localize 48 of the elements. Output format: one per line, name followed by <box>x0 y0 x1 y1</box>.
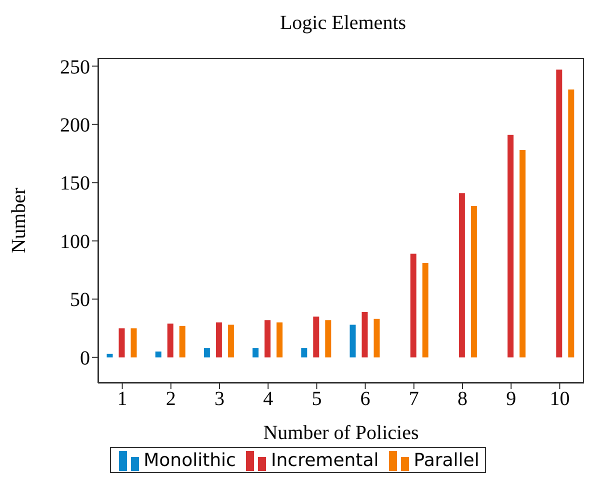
bar <box>216 322 222 358</box>
bar <box>155 352 162 358</box>
y-tick-label: 50 <box>70 289 90 312</box>
y-tick-label: 100 <box>60 230 90 253</box>
x-tick-label: 1 <box>117 388 128 410</box>
bar <box>325 320 332 358</box>
x-tick-label: 5 <box>312 388 322 410</box>
bar <box>556 70 562 358</box>
legend-label: Incremental <box>270 449 379 471</box>
x-tick-label: 4 <box>263 388 274 410</box>
y-tick-label: 150 <box>60 172 90 195</box>
x-tick-label: 3 <box>214 388 224 410</box>
bar <box>276 322 283 358</box>
x-tick-label: 10 <box>550 388 570 410</box>
bar <box>350 324 356 358</box>
bar <box>252 348 259 358</box>
y-axis-title: Number <box>8 187 30 254</box>
legend-label: Parallel <box>412 449 480 471</box>
bar <box>106 354 113 358</box>
bar <box>508 134 514 358</box>
bar <box>362 312 368 358</box>
chart-title: Logic Elements <box>278 11 408 36</box>
bar <box>179 326 186 358</box>
bar <box>313 316 320 358</box>
x-tick-label: 9 <box>506 388 516 410</box>
x-tick-label: 6 <box>360 388 370 410</box>
legend-label: Monolithic <box>142 449 236 471</box>
x-tick-label: 8 <box>458 388 468 410</box>
y-tick-label: 200 <box>60 114 90 136</box>
bar <box>118 328 125 358</box>
bar <box>568 89 574 358</box>
bar <box>422 263 428 358</box>
bar <box>167 324 174 358</box>
bar <box>374 318 380 358</box>
bar <box>264 320 271 358</box>
x-tick-label: 2 <box>166 388 176 410</box>
bar <box>520 150 526 358</box>
y-tick-label: 0 <box>80 347 90 370</box>
bar <box>410 254 416 358</box>
x-axis-title: Number of Policies <box>263 422 419 444</box>
bar <box>458 193 465 358</box>
bar <box>130 328 137 358</box>
bar <box>228 324 234 358</box>
bar <box>301 348 308 358</box>
y-tick-label: 250 <box>60 56 90 78</box>
x-tick-label: 7 <box>408 388 419 410</box>
bar <box>470 206 477 358</box>
bar <box>204 348 210 358</box>
